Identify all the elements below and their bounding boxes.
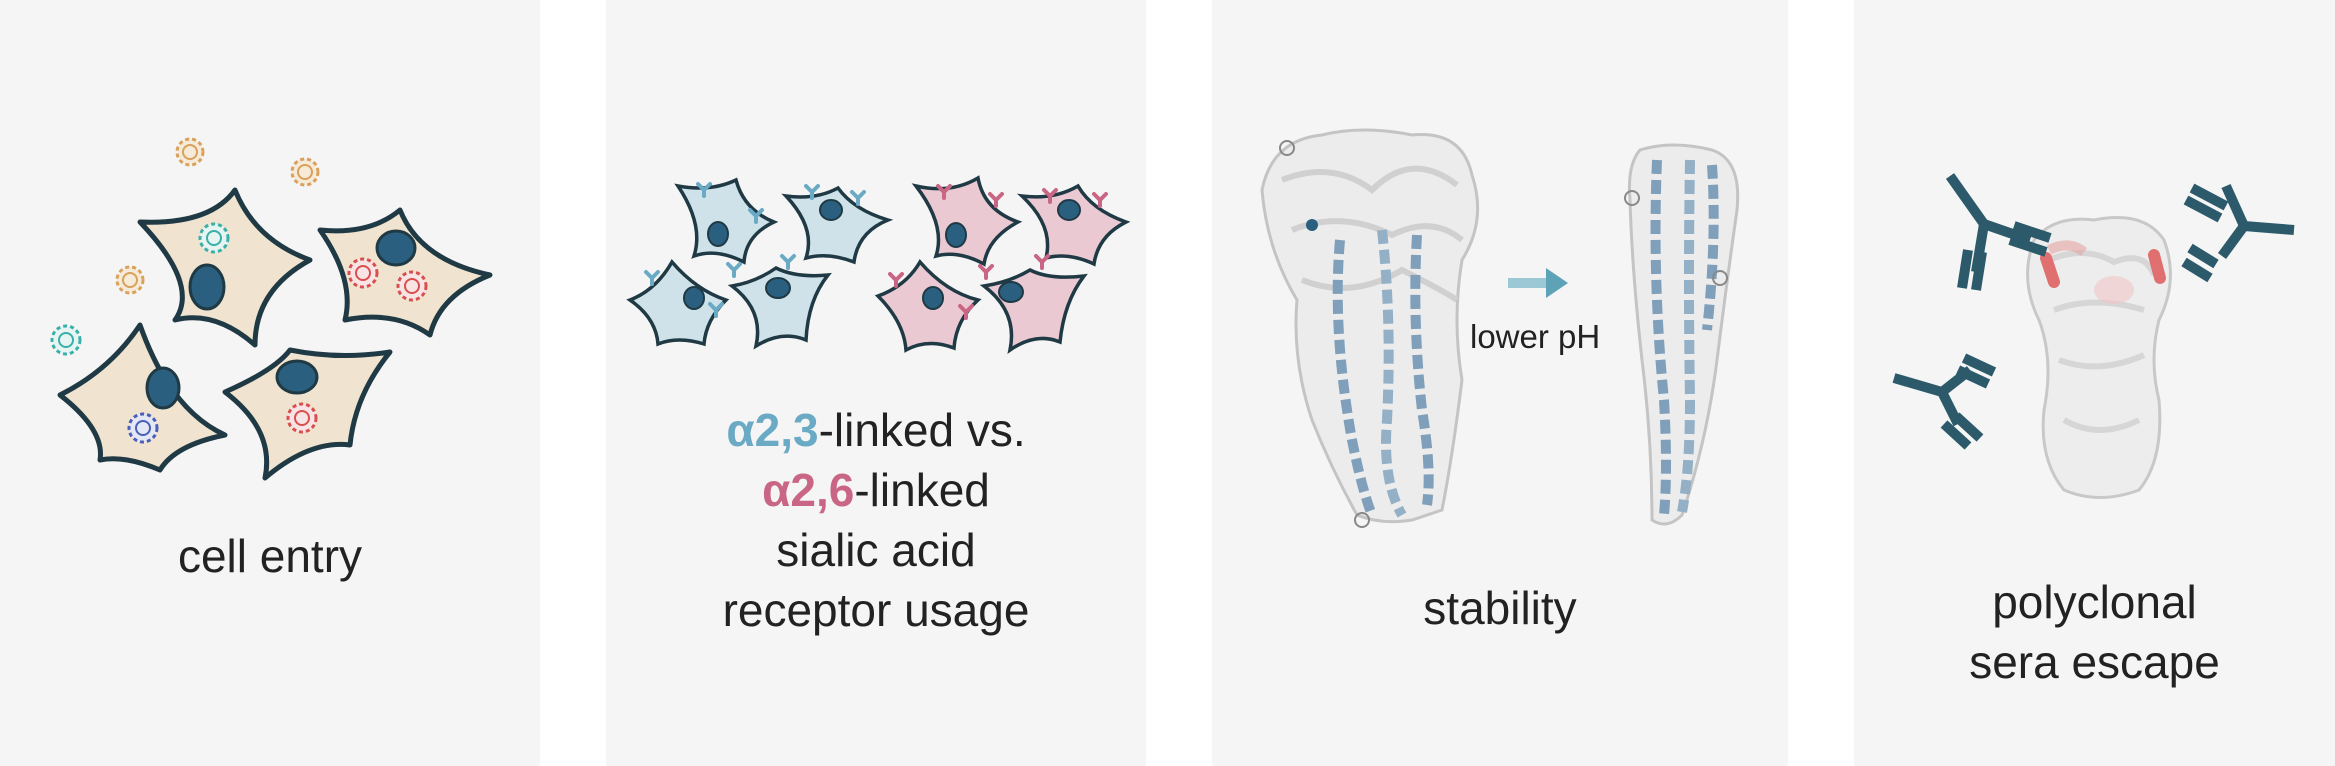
caption-line-1: α2,3-linked vs. [606, 400, 1146, 460]
caption-line-2: sera escape [1969, 636, 2220, 688]
virus-icon [290, 157, 320, 187]
cell-icon [57, 322, 228, 473]
caption-stability: stability [1212, 578, 1788, 638]
virus-icon [396, 270, 428, 302]
virus-icon [175, 137, 205, 167]
alpha26-suffix: -linked [854, 464, 990, 516]
cell-icon [626, 258, 730, 347]
caption-line-2: α2,6-linked [606, 460, 1146, 520]
arrow-label: lower pH [1470, 318, 1601, 355]
caption-cell-entry: cell entry [0, 526, 540, 586]
alpha23-label: α2,3 [726, 404, 819, 456]
caption-line-3: sialic acid [776, 524, 976, 576]
cell-icon [911, 175, 1023, 267]
alpha26-label: α2,6 [762, 464, 855, 516]
panel-stability: lower pH stability [1212, 0, 1788, 766]
receptor-usage-illustration [626, 175, 1131, 354]
hemagglutinin-structure-icon [2026, 216, 2172, 499]
caption-line-4: receptor usage [722, 584, 1030, 636]
virus-icon [286, 402, 318, 434]
panel-cell-entry: cell entry [0, 0, 540, 766]
cell-icon [781, 184, 894, 265]
alpha23-suffix: -linked vs. [818, 404, 1026, 456]
cell-icon [137, 187, 313, 348]
hemagglutinin-structure-icon [1260, 128, 1480, 528]
antibody-icon [2181, 183, 2295, 283]
virus-icon [115, 265, 145, 295]
caption-line: cell entry [177, 530, 363, 582]
cell-icon [1016, 183, 1131, 267]
cell-icon [674, 177, 779, 265]
virus-icon [50, 324, 82, 356]
hemagglutinin-structure-icon [1624, 143, 1740, 526]
antibody-icon [1892, 353, 1997, 450]
panel-sera-escape: polyclonal sera escape [1854, 0, 2335, 766]
caption-sera-escape: polyclonal sera escape [1854, 572, 2335, 692]
cell-icon [874, 259, 982, 353]
panel-receptor-usage: α2,3-linked vs. α2,6-linked sialic acid … [606, 0, 1146, 766]
antibody-icon [1945, 173, 2052, 291]
cell-icon [726, 254, 832, 350]
arrow-right-icon [1508, 268, 1568, 298]
caption-receptor-usage: α2,3-linked vs. α2,6-linked sialic acid … [606, 400, 1146, 640]
virus-icon [347, 257, 379, 289]
virus-icon [198, 222, 230, 254]
cell-entry-illustration [50, 137, 493, 481]
virus-icon [127, 412, 159, 444]
sera-escape-illustration [1892, 173, 2295, 499]
stability-illustration [1260, 128, 1740, 528]
caption-line-1: polyclonal [1992, 576, 2197, 628]
cell-icon [978, 254, 1088, 354]
caption-line: stability [1423, 582, 1577, 634]
